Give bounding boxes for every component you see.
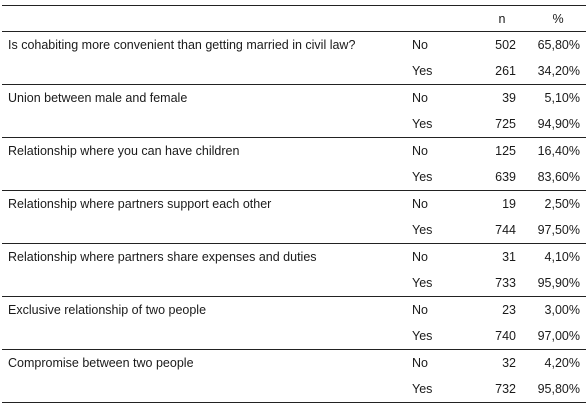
answer-cell: Yes <box>412 223 433 237</box>
count-cell: 125 <box>495 144 516 158</box>
percent-cell: 2,50% <box>544 197 580 211</box>
question-cell: Union between male and female <box>8 91 188 105</box>
question-cell: Exclusive relationship of two people <box>8 303 207 317</box>
percent-cell: 4,20% <box>544 356 580 370</box>
table-row: Yes 639 83,60% <box>2 164 586 191</box>
question-cell: Relationship where partners share expens… <box>8 250 317 264</box>
answer-cell: No <box>412 91 428 105</box>
count-cell: 639 <box>495 170 516 184</box>
answer-cell: Yes <box>412 276 433 290</box>
question-cell-empty <box>2 270 404 297</box>
answer-cell: Yes <box>412 64 433 78</box>
table-row: Relationship where partners share expens… <box>2 244 586 271</box>
survey-results-table: n % Is cohabiting more convenient than g… <box>2 5 586 403</box>
table-row: Yes 732 95,80% <box>2 376 586 403</box>
table-row: Is cohabiting more convenient than getti… <box>2 32 586 59</box>
answer-cell: No <box>412 144 428 158</box>
table-row: Yes 740 97,00% <box>2 323 586 350</box>
count-cell: 733 <box>495 276 516 290</box>
answer-cell: Yes <box>412 329 433 343</box>
count-cell: 740 <box>495 329 516 343</box>
table-row: Yes 733 95,90% <box>2 270 586 297</box>
table-body: Is cohabiting more convenient than getti… <box>2 32 586 403</box>
question-cell: Relationship where partners support each… <box>8 197 272 211</box>
table-row: Yes 261 34,20% <box>2 58 586 85</box>
table-row: Yes 725 94,90% <box>2 111 586 138</box>
percent-cell: 97,00% <box>537 329 580 343</box>
answer-cell: Yes <box>412 117 433 131</box>
percent-cell: 95,80% <box>537 382 580 396</box>
question-cell: Compromise between two people <box>8 356 194 370</box>
header-row: n % <box>2 5 586 32</box>
header-percent: % <box>552 11 564 26</box>
percent-cell: 4,10% <box>544 250 580 264</box>
percent-cell: 97,50% <box>537 223 580 237</box>
question-cell: Relationship where you can have children <box>8 144 240 158</box>
question-cell-empty <box>2 164 404 191</box>
question-cell-empty <box>2 376 404 403</box>
question-cell-empty <box>2 111 404 138</box>
question-cell-empty <box>2 217 404 244</box>
percent-cell: 95,90% <box>537 276 580 290</box>
question-cell-empty <box>2 323 404 350</box>
table-row: Exclusive relationship of two people No … <box>2 297 586 324</box>
header-answer <box>404 6 464 32</box>
count-cell: 19 <box>502 197 516 211</box>
answer-cell: No <box>412 303 428 317</box>
count-cell: 31 <box>502 250 516 264</box>
count-cell: 744 <box>495 223 516 237</box>
count-cell: 732 <box>495 382 516 396</box>
table-row: Relationship where partners support each… <box>2 191 586 218</box>
count-cell: 502 <box>495 38 516 52</box>
answer-cell: No <box>412 356 428 370</box>
answer-cell: No <box>412 197 428 211</box>
table-row: Union between male and female No 39 5,10… <box>2 85 586 112</box>
header-n: n <box>498 11 506 26</box>
table-row: Yes 744 97,50% <box>2 217 586 244</box>
percent-cell: 94,90% <box>537 117 580 131</box>
question-cell-empty <box>2 58 404 85</box>
count-cell: 23 <box>502 303 516 317</box>
header-question <box>2 6 404 32</box>
percent-cell: 16,40% <box>537 144 580 158</box>
percent-cell: 83,60% <box>537 170 580 184</box>
percent-cell: 34,20% <box>537 64 580 78</box>
table-row: Relationship where you can have children… <box>2 138 586 165</box>
answer-cell: No <box>412 38 428 52</box>
count-cell: 261 <box>495 64 516 78</box>
question-cell: Is cohabiting more convenient than getti… <box>8 38 356 52</box>
answer-cell: Yes <box>412 382 433 396</box>
count-cell: 725 <box>495 117 516 131</box>
count-cell: 39 <box>502 91 516 105</box>
percent-cell: 3,00% <box>544 303 580 317</box>
survey-table-container: n % Is cohabiting more convenient than g… <box>2 5 586 403</box>
percent-cell: 5,10% <box>544 91 580 105</box>
percent-cell: 65,80% <box>537 38 580 52</box>
table-row: Compromise between two people No 32 4,20… <box>2 350 586 377</box>
answer-cell: Yes <box>412 170 433 184</box>
count-cell: 32 <box>502 356 516 370</box>
answer-cell: No <box>412 250 428 264</box>
table-header: n % <box>2 5 586 32</box>
